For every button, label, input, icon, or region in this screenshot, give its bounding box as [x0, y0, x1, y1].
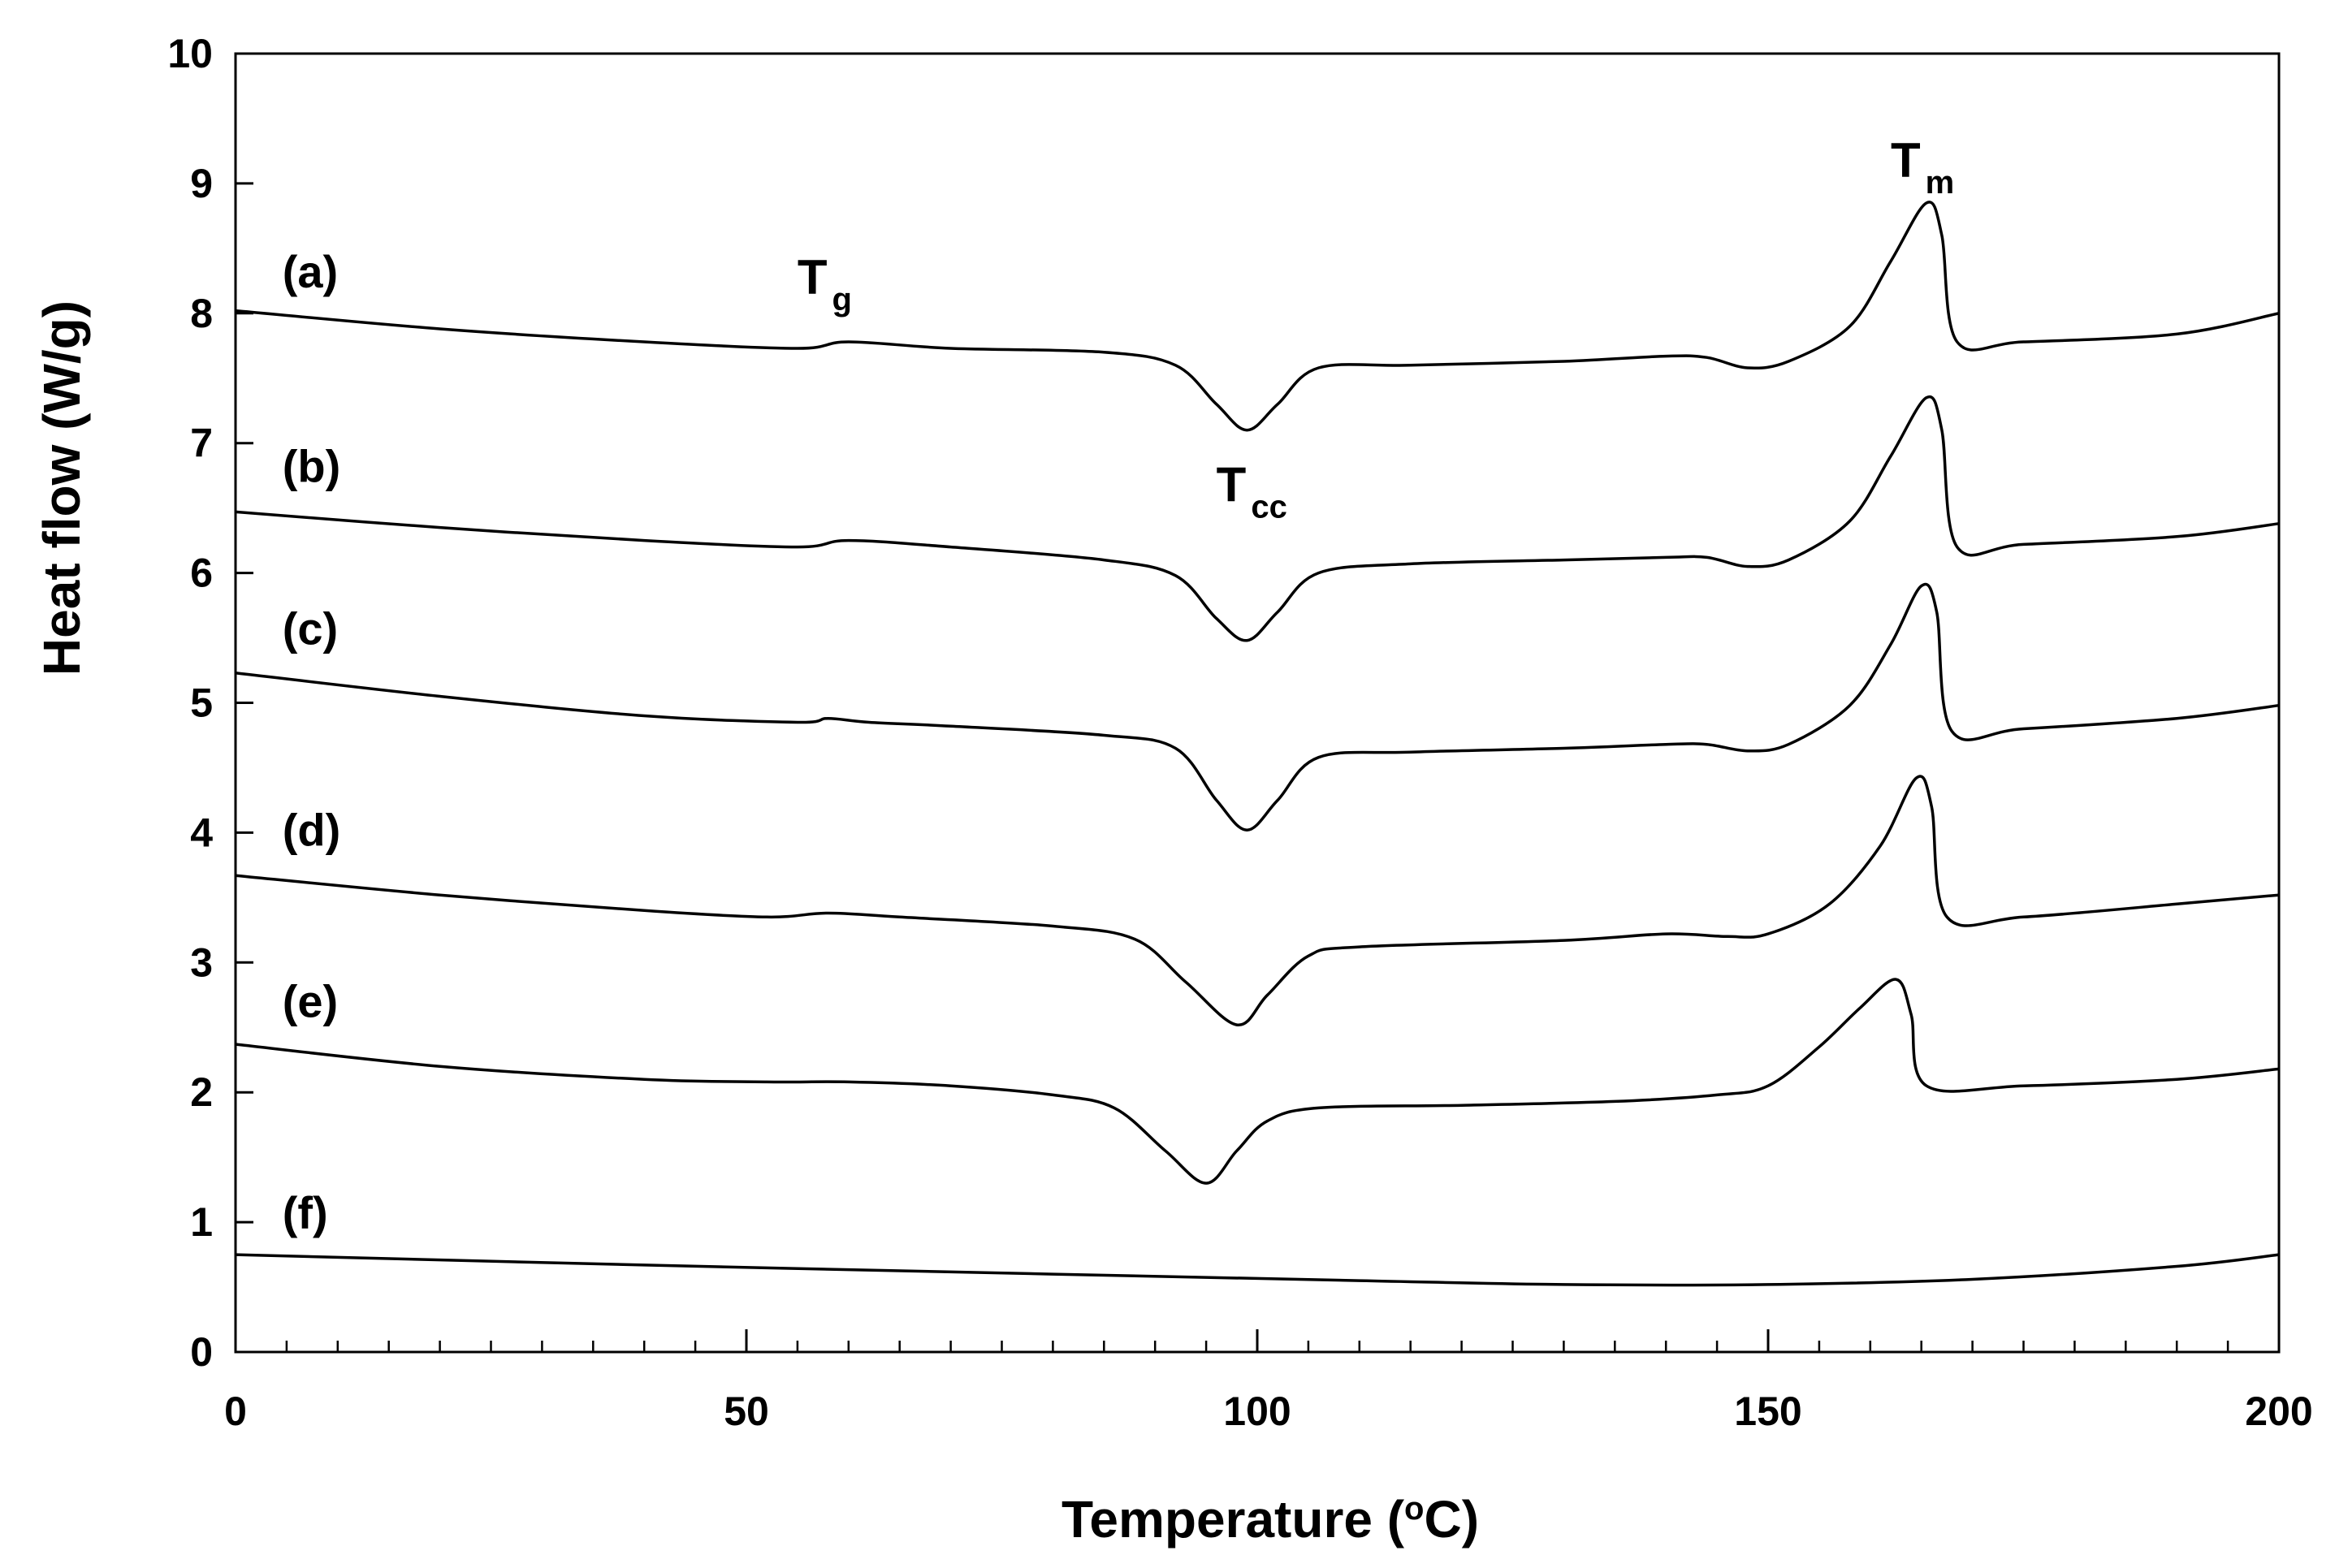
y-tick-label: 2: [190, 1069, 213, 1115]
series-line-1: [235, 201, 2280, 432]
series-line-5: [235, 978, 2280, 1185]
y-tick-label: 1: [190, 1199, 213, 1245]
series-label-1: (a): [283, 246, 338, 297]
x-tick-label: 150: [1734, 1389, 1801, 1434]
series-label-6: (f): [283, 1187, 328, 1238]
y-tick-label: 8: [190, 291, 213, 336]
series-label-5: (e): [283, 975, 338, 1026]
x-tick-label: 0: [224, 1389, 247, 1434]
series-line-3: [235, 582, 2280, 832]
x-tick-label: 100: [1223, 1389, 1291, 1434]
annotation-main: T: [798, 250, 828, 305]
series-line-4: [235, 775, 2280, 1026]
series-lines: [235, 201, 2280, 1287]
plot-frame: [234, 52, 2281, 1354]
x-axis-title-suffix: C): [1424, 1490, 1479, 1549]
x-axis-title-superscript: o: [1404, 1491, 1424, 1527]
x-axis-title: Temperature (oC): [1062, 1490, 1479, 1549]
y-tick-label: 4: [190, 810, 213, 855]
y-tick-label: 3: [190, 940, 213, 985]
series-label-2: (b): [283, 441, 341, 492]
annotation-main: T: [1217, 458, 1247, 512]
annotation-subscript: m: [1926, 165, 1955, 201]
y-tick-label: 6: [190, 551, 213, 596]
y-axis-title: Heat flow (W/g): [32, 300, 91, 676]
series-label-4: (d): [283, 804, 341, 855]
series-line-6: [235, 1253, 2280, 1287]
series-labels: (a) (b) (c) (d) (e) (f): [283, 246, 341, 1238]
x-tick-label: 200: [2245, 1389, 2312, 1434]
y-tick-label: 10: [167, 31, 213, 76]
annotation-subscript: g: [832, 282, 852, 317]
axes: [234, 52, 2281, 1354]
y-tick-label: 0: [190, 1329, 213, 1375]
y-tick-label: 7: [190, 421, 213, 466]
series-label-3: (c): [283, 603, 338, 654]
series-line-2: [235, 395, 2280, 642]
x-axis-title-text: Temperature (: [1062, 1490, 1405, 1549]
annotation-subscript: cc: [1251, 490, 1287, 525]
x-tick-label: 50: [724, 1389, 769, 1434]
annotation-main: T: [1891, 133, 1921, 188]
tick-marks: [234, 52, 2281, 1354]
y-tick-label: 5: [190, 680, 213, 726]
y-tick-label: 9: [190, 161, 213, 206]
